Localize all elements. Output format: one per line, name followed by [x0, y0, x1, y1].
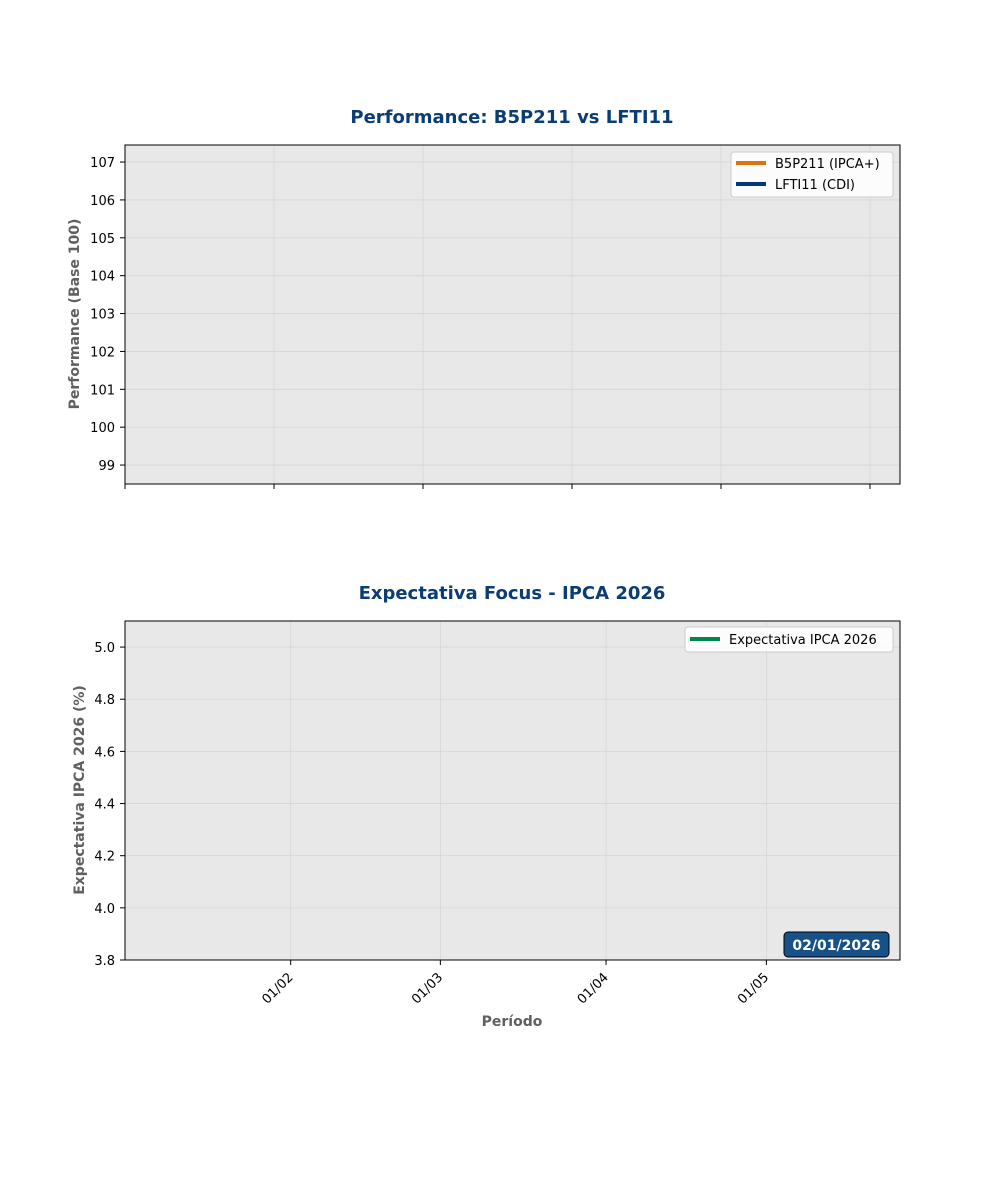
chart-2-title: Expectativa Focus - IPCA 2026 [359, 583, 666, 604]
chart-2-y-tick-label: 4.2 [94, 850, 115, 865]
chart-1-y-tick-label: 99 [98, 459, 115, 474]
chart-1-y-tick-label: 100 [90, 421, 115, 436]
chart-2-legend-box [684, 626, 894, 653]
chart-1-y-ticks: 99 100 101 102 103 104 105 106 107 [90, 156, 125, 474]
chart-1-legend-box [730, 151, 894, 198]
chart-2-x-ticks: 01/02 01/03 01/04 01/05 [259, 960, 772, 1007]
chart-2-y-tick-label: 4.8 [94, 693, 115, 708]
chart-1-y-tick-label: 107 [90, 156, 115, 171]
chart-2-y-tick-label: 4.0 [94, 902, 115, 917]
chart-1-y-tick-label: 106 [90, 194, 115, 209]
chart-1-frame [124, 144, 901, 485]
chart-2-frame [124, 620, 901, 961]
chart-1-legend: B5P211 (IPCA+) LFTI11 (CDI) [730, 151, 894, 198]
chart-2-y-tick-label: 5.0 [94, 641, 115, 656]
chart-2-y-tick-label: 4.4 [94, 798, 115, 813]
chart-1-y-tick-label: 102 [90, 345, 115, 360]
chart-1-y-axis-label: Performance (Base 100) [67, 219, 83, 410]
ipca-expectation-chart: Expectativa Focus - IPCA 2026 3.8 4.0 4.2 4… [72, 583, 901, 1030]
legend-label-ipca-2026: Expectativa IPCA 2026 [729, 633, 877, 648]
chart-2-y-tick-label: 4.6 [94, 745, 115, 760]
date-badge-text: 02/01/2026 [792, 938, 880, 954]
chart-2-x-tick-label: 01/04 [575, 970, 612, 1007]
chart-1-x-ticks [124, 484, 871, 489]
chart-1-title: Performance: B5P211 vs LFTI11 [350, 107, 673, 128]
date-badge-background [783, 931, 890, 958]
chart-2-x-tick-label: 01/03 [409, 970, 446, 1007]
chart-2-y-tick-label: 3.8 [94, 954, 115, 969]
date-badge: 02/01/2026 [783, 931, 890, 958]
chart-1-y-tick-label: 103 [90, 308, 115, 323]
chart-2-plot-area [125, 621, 900, 960]
legend-label-b5p211: B5P211 (IPCA+) [775, 157, 880, 172]
chart-1-y-tick-label: 105 [90, 232, 115, 247]
chart-2-x-tick-label: 01/05 [735, 970, 772, 1007]
legend-label-lfti11: LFTI11 (CDI) [775, 178, 855, 193]
chart-1-y-tick-label: 101 [90, 383, 115, 398]
performance-chart: Performance: B5P211 vs LFTI11 99 100 101 10… [67, 107, 901, 489]
chart-2-y-ticks: 3.8 4.0 4.2 4.4 4.6 4.8 5.0 [94, 641, 125, 969]
chart-1-y-tick-label: 104 [90, 270, 115, 285]
chart-2-y-axis-label: Expectativa IPCA 2026 (%) [72, 685, 88, 895]
chart-2-x-tick-label: 01/02 [259, 970, 296, 1007]
chart-2-x-axis-label: Período [482, 1014, 543, 1030]
chart-2-legend: Expectativa IPCA 2026 [684, 626, 894, 653]
